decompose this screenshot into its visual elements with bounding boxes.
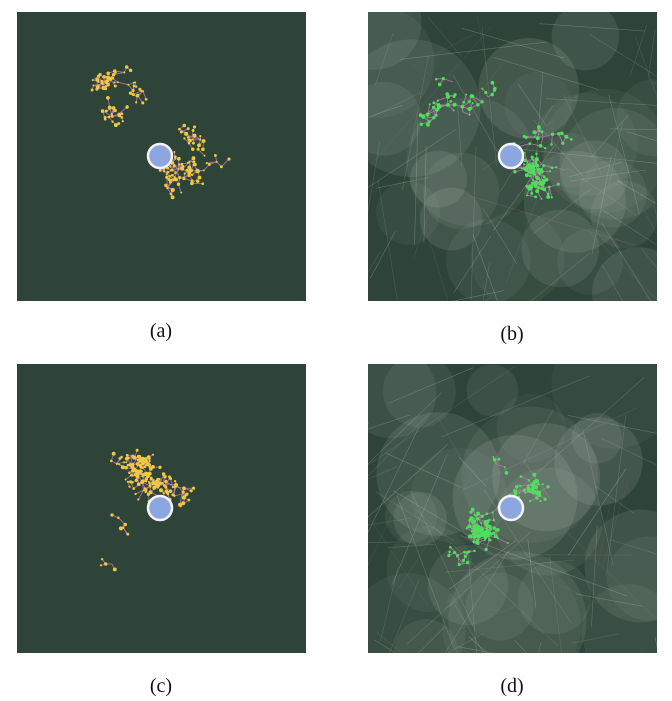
- goal-circle: [146, 494, 174, 522]
- caption-d: (d): [500, 675, 524, 697]
- panel-b-svg: [368, 12, 657, 301]
- tree-structure: [99, 448, 196, 572]
- goal-circle: [497, 494, 525, 522]
- panel-c-svg: [17, 364, 306, 653]
- panel-d-svg: [368, 364, 657, 653]
- tree-nodes: [447, 455, 550, 567]
- tree-nodes: [99, 448, 196, 572]
- goal-circle: [497, 142, 525, 170]
- tree-nodes: [90, 65, 231, 200]
- goal-circle: [146, 142, 174, 170]
- tree-structure: [447, 455, 550, 567]
- panel-c-image: [17, 364, 306, 653]
- tree-structure: [418, 76, 573, 200]
- panel-a-image: [17, 12, 306, 301]
- panel-b-image: [368, 12, 657, 301]
- panel-a-svg: [17, 12, 306, 301]
- tree-structure: [90, 65, 231, 200]
- panel-d-image: [368, 364, 657, 653]
- caption-c: (c): [149, 675, 173, 697]
- texture-layer: [368, 12, 657, 301]
- texture-layer: [368, 364, 657, 653]
- caption-a: (a): [149, 320, 173, 342]
- tree-nodes: [418, 76, 573, 200]
- caption-b: (b): [500, 323, 524, 345]
